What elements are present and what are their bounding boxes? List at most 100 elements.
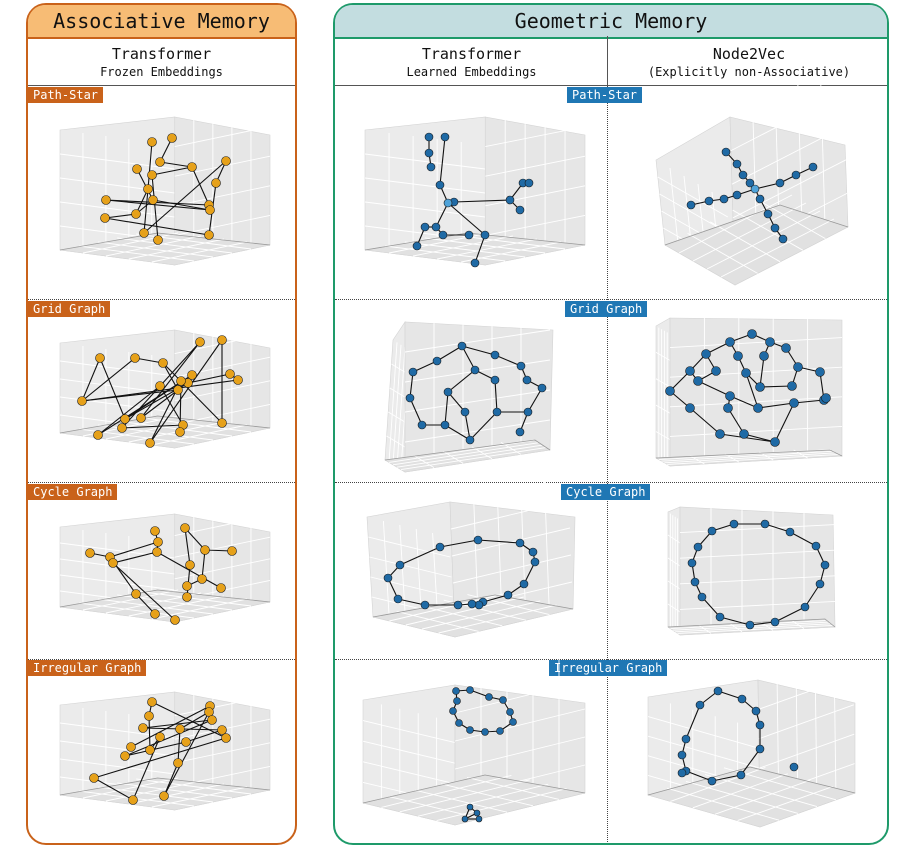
graph-node xyxy=(693,376,703,386)
graph-node xyxy=(736,770,746,780)
graph-node xyxy=(686,200,696,210)
graph-node xyxy=(150,526,160,536)
graph-edge xyxy=(711,774,742,782)
graph-edge xyxy=(149,339,223,444)
graph-node xyxy=(424,132,434,142)
graph-node xyxy=(128,795,138,805)
graph-node xyxy=(821,393,831,403)
graph-node xyxy=(711,366,721,376)
graph-node xyxy=(187,370,197,380)
graph-node xyxy=(452,687,460,695)
graph-node xyxy=(432,356,442,366)
graph-edge xyxy=(527,387,543,413)
node2vec-path-star-plot xyxy=(655,70,849,286)
graph-node xyxy=(475,815,483,823)
graph-node xyxy=(173,758,183,768)
geo-column-header-node2vec: Node2Vec (Explicitly non-Associative) xyxy=(609,45,889,80)
graph-edge xyxy=(494,379,498,413)
graph-edge xyxy=(124,719,213,757)
graph-node xyxy=(519,579,529,589)
graph-node xyxy=(153,235,163,245)
graph-node xyxy=(117,423,127,433)
graph-edge xyxy=(124,741,187,757)
graph-edge xyxy=(152,199,211,211)
assoc-row-label-cycle: Cycle Graph xyxy=(28,484,118,500)
graph-edge xyxy=(464,411,471,441)
graph-edge xyxy=(184,527,206,551)
geo-transformer-irregular-plot xyxy=(362,659,586,826)
graph-node xyxy=(791,170,801,180)
graph-edge xyxy=(151,166,193,176)
graph-node xyxy=(204,707,214,717)
graph-node xyxy=(159,791,169,801)
graph-node xyxy=(181,737,191,747)
node2vec-irregular-plot xyxy=(646,652,857,828)
graph-node xyxy=(759,351,769,361)
graph-node xyxy=(687,558,697,568)
graph-node xyxy=(490,350,500,360)
graph-node xyxy=(808,162,818,172)
graph-node xyxy=(207,715,217,725)
graph-edge xyxy=(469,411,498,441)
graph-edge xyxy=(151,174,159,241)
assoc-column-title: Transformer xyxy=(111,45,212,63)
graph-edge xyxy=(151,701,227,739)
graph-edge xyxy=(159,161,193,168)
graph-node xyxy=(457,341,467,351)
graph-node xyxy=(383,573,393,583)
graph-edge xyxy=(759,355,765,388)
axes-edge xyxy=(59,589,271,608)
graph-edge xyxy=(399,546,441,566)
graph-node xyxy=(755,194,765,204)
graph-node xyxy=(522,375,532,385)
geo-row-separator xyxy=(335,299,887,300)
graph-edge xyxy=(142,719,213,729)
graph-edge xyxy=(719,616,751,626)
assoc-cycle-plot xyxy=(59,498,271,625)
graph-node xyxy=(93,430,103,440)
graph-node xyxy=(753,403,763,413)
graph-edge xyxy=(99,357,126,420)
graph-node xyxy=(763,209,773,219)
graph-edge xyxy=(112,562,176,621)
graph-node xyxy=(138,723,148,733)
graph-edge xyxy=(409,371,414,399)
node2vec-grid-plot xyxy=(654,310,844,467)
graph-node xyxy=(77,396,87,406)
graph-node xyxy=(470,258,480,268)
graph-node xyxy=(473,535,483,545)
graph-node xyxy=(417,420,427,430)
graph-node xyxy=(453,600,463,610)
graph-node xyxy=(217,418,227,428)
assoc-row-label-grid: Grid Graph xyxy=(28,301,111,317)
graph-edge xyxy=(409,397,423,426)
graph-edge xyxy=(130,705,211,748)
graph-node xyxy=(148,195,158,205)
graph-edge xyxy=(453,199,511,203)
assoc-grid-plot xyxy=(59,314,271,449)
graph-edge xyxy=(191,166,210,206)
axes-edge xyxy=(664,204,849,246)
graph-node xyxy=(180,523,190,533)
graph-node xyxy=(781,343,791,353)
graph-node xyxy=(466,726,474,734)
graph-edge xyxy=(439,539,479,548)
graph-node xyxy=(176,376,186,386)
graph-node xyxy=(765,337,775,347)
graph-node xyxy=(515,538,525,548)
graph-edge xyxy=(105,199,211,211)
graph-node xyxy=(158,358,168,368)
graph-node xyxy=(233,375,243,385)
graph-node xyxy=(443,198,453,208)
geo-row-label-cycle: Cycle Graph xyxy=(561,484,651,500)
graph-node xyxy=(412,241,422,251)
graph-edge xyxy=(727,407,745,435)
graph-edge xyxy=(447,369,476,393)
graph-node xyxy=(473,809,481,817)
graph-node xyxy=(130,353,140,363)
axes-pane-left xyxy=(667,506,681,636)
graph-node xyxy=(755,720,765,730)
graph-edge xyxy=(685,704,701,740)
graph-node xyxy=(155,157,165,167)
geometric-memory-title: Geometric Memory xyxy=(335,5,887,39)
